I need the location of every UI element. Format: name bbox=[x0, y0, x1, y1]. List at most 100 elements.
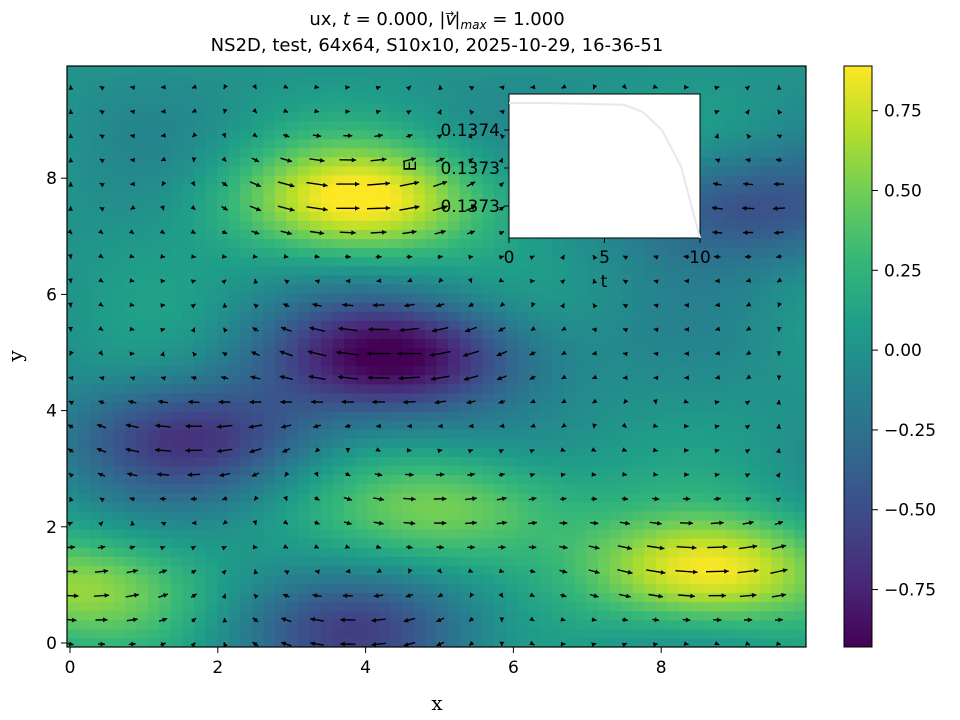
heatmap-cell bbox=[459, 229, 472, 240]
heatmap-cell bbox=[586, 302, 599, 312]
heatmap-cell bbox=[725, 265, 738, 276]
quiver-arrow bbox=[591, 617, 597, 622]
heatmap-cell bbox=[471, 75, 484, 85]
heatmap-cell bbox=[274, 519, 287, 530]
heatmap-cell bbox=[494, 174, 507, 185]
heatmap-cell bbox=[413, 156, 426, 167]
quiver-arrow bbox=[710, 520, 724, 526]
heatmap-cell bbox=[598, 238, 611, 249]
heatmap-cell bbox=[309, 429, 322, 439]
heatmap-cell bbox=[390, 283, 403, 294]
heatmap-cell bbox=[575, 383, 588, 394]
quiver-arrow bbox=[406, 254, 413, 260]
quiver-arrow bbox=[406, 544, 413, 550]
heatmap-cell bbox=[217, 338, 230, 349]
heatmap-cell bbox=[471, 483, 484, 494]
heatmap-cell bbox=[725, 483, 738, 494]
heatmap-cell bbox=[332, 556, 345, 566]
heatmap-cell bbox=[344, 347, 357, 358]
quiver-arrow bbox=[307, 350, 327, 357]
heatmap-cell bbox=[240, 347, 253, 358]
heatmap-cell bbox=[401, 474, 415, 485]
heatmap-cell bbox=[297, 193, 311, 203]
heatmap-cell bbox=[459, 102, 472, 112]
heatmap-cell bbox=[586, 401, 599, 412]
heatmap-cell bbox=[401, 619, 415, 630]
heatmap-cell bbox=[736, 465, 749, 476]
heatmap-cell bbox=[713, 510, 726, 521]
quiver-arrow bbox=[714, 400, 720, 405]
heatmap-cell bbox=[448, 165, 461, 176]
heatmap-cell bbox=[67, 628, 80, 639]
heatmap-cell bbox=[124, 165, 137, 176]
heatmap-cell bbox=[413, 610, 426, 621]
heatmap-cell bbox=[598, 247, 611, 258]
heatmap-cell bbox=[459, 329, 472, 339]
heatmap-cell bbox=[551, 292, 565, 303]
heatmap-cell bbox=[759, 220, 772, 231]
heatmap-cell bbox=[90, 447, 103, 457]
heatmap-cell bbox=[782, 283, 796, 294]
heatmap-cell bbox=[344, 147, 357, 158]
heatmap-cell bbox=[367, 256, 380, 267]
quiver-arrow bbox=[312, 302, 322, 308]
heatmap-cell bbox=[436, 401, 449, 412]
heatmap-cell bbox=[309, 356, 322, 367]
quiver-arrow bbox=[590, 447, 597, 453]
heatmap-cell bbox=[690, 492, 703, 503]
heatmap-cell bbox=[321, 519, 334, 530]
heatmap-cell bbox=[748, 547, 761, 557]
heatmap-cell bbox=[159, 247, 172, 258]
heatmap-cell bbox=[655, 574, 669, 585]
heatmap-cell bbox=[736, 619, 749, 630]
heatmap-cell bbox=[575, 583, 588, 594]
heatmap-cell bbox=[667, 256, 680, 267]
heatmap-cell bbox=[667, 283, 680, 294]
heatmap-cell bbox=[782, 565, 796, 575]
heatmap-cell bbox=[401, 483, 415, 494]
heatmap-cell bbox=[205, 320, 218, 330]
heatmap-cell bbox=[286, 220, 299, 231]
heatmap-cell bbox=[274, 356, 287, 367]
heatmap-cell bbox=[159, 365, 172, 376]
heatmap-cell bbox=[147, 619, 160, 630]
heatmap-cell bbox=[690, 329, 703, 339]
heatmap-cell bbox=[401, 311, 415, 321]
quiver-arrow bbox=[313, 544, 320, 549]
heatmap-cell bbox=[170, 374, 184, 385]
heatmap-cell bbox=[147, 438, 160, 448]
quiver-arrow bbox=[187, 472, 201, 478]
heatmap-cell bbox=[159, 501, 172, 512]
heatmap-cell bbox=[274, 447, 287, 457]
heatmap-cell bbox=[436, 547, 449, 557]
heatmap-cell bbox=[182, 138, 195, 149]
heatmap-cell bbox=[205, 220, 218, 231]
quiver-arrow bbox=[190, 205, 196, 211]
heatmap-cell bbox=[332, 528, 345, 539]
heatmap-cell bbox=[390, 147, 403, 158]
heatmap-cell bbox=[297, 311, 311, 321]
heatmap-cell bbox=[424, 356, 438, 367]
heatmap-cell bbox=[471, 374, 484, 385]
quiver-arrow bbox=[777, 109, 783, 115]
quiver-arrow bbox=[68, 109, 74, 115]
heatmap-cell bbox=[124, 147, 137, 158]
heatmap-cell bbox=[251, 274, 264, 285]
heatmap-cell bbox=[251, 302, 264, 312]
heatmap-cell bbox=[78, 193, 91, 203]
heatmap-cell bbox=[678, 274, 692, 285]
heatmap-cell bbox=[655, 302, 669, 312]
heatmap-cell bbox=[309, 93, 322, 103]
heatmap-cell bbox=[782, 111, 796, 122]
quiver-arrow bbox=[248, 424, 263, 429]
heatmap-cell bbox=[459, 156, 472, 167]
heatmap-cell bbox=[471, 329, 484, 339]
heatmap-cell bbox=[251, 365, 264, 376]
heatmap-cell bbox=[194, 320, 207, 330]
heatmap-cell bbox=[621, 474, 634, 485]
heatmap-cell bbox=[482, 574, 495, 585]
heatmap-cell bbox=[205, 374, 218, 385]
heatmap-cell bbox=[621, 637, 634, 647]
quiver-arrow bbox=[407, 423, 412, 429]
heatmap-cell bbox=[78, 392, 91, 403]
